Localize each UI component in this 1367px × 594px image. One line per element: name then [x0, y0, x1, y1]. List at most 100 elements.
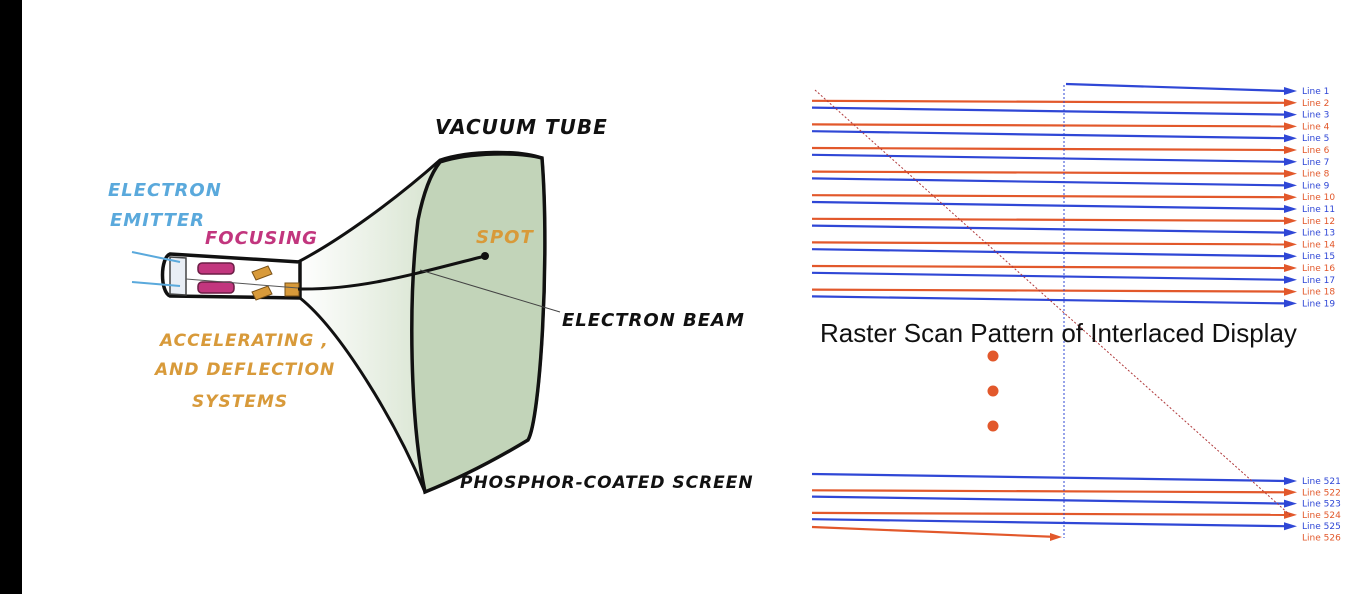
deflection-plate [251, 285, 273, 301]
scan-line-arrowhead [1284, 134, 1297, 143]
scan-line-label: Line 523 [1302, 500, 1341, 510]
scan-line-arrowhead [1284, 522, 1297, 531]
scan-line [811, 489, 1287, 494]
emitter-wire [131, 281, 181, 287]
scan-line [811, 177, 1287, 187]
scan-line-label: Line 11 [1302, 205, 1335, 215]
scan-line-arrowhead [1284, 216, 1297, 225]
scan-line-arrowhead [1284, 477, 1297, 485]
scan-line-label: Line 19 [1302, 299, 1335, 309]
scan-line [811, 217, 1287, 222]
scan-line [811, 248, 1287, 258]
scan-line [811, 130, 1287, 140]
crt-diagram: VACUUM TUBE ELECTRON EMITTER FOCUSING SP… [108, 115, 754, 495]
scan-line-arrowhead [1284, 110, 1297, 119]
scan-line-label: Line 13 [1302, 229, 1335, 239]
electron-beam-path [297, 254, 486, 291]
scan-line [811, 511, 1287, 517]
scan-line [811, 123, 1287, 128]
scan-line [811, 495, 1287, 505]
scan-line-label: Line 12 [1302, 217, 1335, 227]
scan-line [811, 288, 1287, 293]
scan-line-arrowhead [1284, 169, 1297, 178]
scan-line-arrowhead [1284, 510, 1297, 519]
scan-line [811, 271, 1287, 281]
scan-line-label: Line 7 [1302, 158, 1329, 168]
scan-line-label: Line 15 [1302, 252, 1335, 262]
scan-line-label: Line 1 [1302, 87, 1329, 97]
raster-title: Raster Scan Pattern of Interlaced Displa… [820, 318, 1297, 348]
scan-line-label: Line 4 [1302, 122, 1330, 132]
scan-line [811, 525, 1059, 539]
accelerating-label: SYSTEMS [192, 392, 288, 412]
scan-line [811, 518, 1287, 528]
scan-line-arrowhead [1284, 193, 1297, 202]
scan-line-arrowhead [1284, 287, 1297, 296]
scan-line-label: Line 522 [1302, 488, 1341, 498]
scan-line [811, 153, 1287, 163]
scan-line-label: Line 2 [1302, 99, 1329, 109]
scan-line-arrowhead [1284, 264, 1297, 272]
scan-line-arrowhead [1284, 275, 1297, 284]
electron-emitter-label: ELECTRON [108, 180, 222, 201]
scan-line-label: Line 14 [1302, 240, 1335, 250]
scan-line-arrowhead [1284, 205, 1297, 213]
vacuum-tube-label: VACUUM TUBE [435, 115, 608, 139]
scan-line-label: Line 8 [1302, 170, 1330, 180]
ellipsis-dot [987, 350, 999, 362]
scan-line-arrowhead [1050, 533, 1062, 541]
phosphor-screen-label: PHOSPHOR-COATED SCREEN [460, 473, 754, 493]
accelerating-label: ACCELERATING , [158, 331, 329, 351]
ellipsis-dot [987, 420, 999, 432]
scan-line-label: Line 5 [1302, 134, 1329, 144]
scan-line-label: Line 10 [1302, 193, 1335, 203]
scan-line-arrowhead [1284, 157, 1297, 166]
emitter-cap [169, 256, 187, 296]
scan-line [811, 106, 1287, 116]
scan-line [811, 264, 1287, 270]
scan-line-arrowhead [1284, 122, 1297, 131]
scan-line-arrowhead [1284, 146, 1297, 154]
scan-line-arrowhead [1284, 98, 1297, 107]
scan-line-label: Line 521 [1302, 477, 1341, 487]
left-edge-bar [0, 0, 22, 594]
scan-line-label: Line 525 [1302, 522, 1341, 532]
focusing-coil [197, 281, 235, 294]
scan-line [811, 200, 1287, 211]
spot-dot [481, 252, 489, 260]
electron-beam-label: ELECTRON BEAM [562, 310, 745, 331]
focusing-coil [197, 262, 235, 275]
electron-emitter-label: EMITTER [110, 210, 205, 231]
ellipsis-dot [987, 385, 999, 397]
scan-line [811, 295, 1287, 305]
accelerating-label: AND DEFLECTION [153, 360, 335, 380]
scan-line-arrowhead [1284, 181, 1297, 190]
scan-line [811, 194, 1287, 199]
scan-line [811, 146, 1287, 152]
scan-line-label: Line 9 [1302, 181, 1330, 191]
scan-line-label: Line 3 [1302, 111, 1329, 121]
scan-line [1065, 82, 1287, 93]
focusing-label: FOCUSING [205, 228, 318, 249]
scan-line-arrowhead [1284, 499, 1297, 508]
scan-line-arrowhead [1284, 252, 1297, 261]
electron-beam-leader [419, 269, 561, 313]
phosphor-screen [410, 152, 547, 495]
beam-core [185, 278, 299, 289]
scan-line-label: Line 18 [1302, 288, 1335, 298]
scan-line-label: Line 6 [1302, 146, 1330, 156]
scan-line [811, 170, 1287, 175]
scan-line-arrowhead [1284, 240, 1297, 249]
scan-line-arrowhead [1284, 488, 1297, 497]
scan-line [811, 99, 1287, 104]
scan-line [811, 472, 1287, 483]
scan-line-label: Line 524 [1302, 511, 1341, 521]
scan-line-arrowhead [1284, 87, 1297, 95]
scan-line-label: Line 17 [1302, 276, 1335, 286]
scan-line-label: Line 526 [1302, 534, 1341, 544]
emitter-wire [131, 251, 181, 263]
